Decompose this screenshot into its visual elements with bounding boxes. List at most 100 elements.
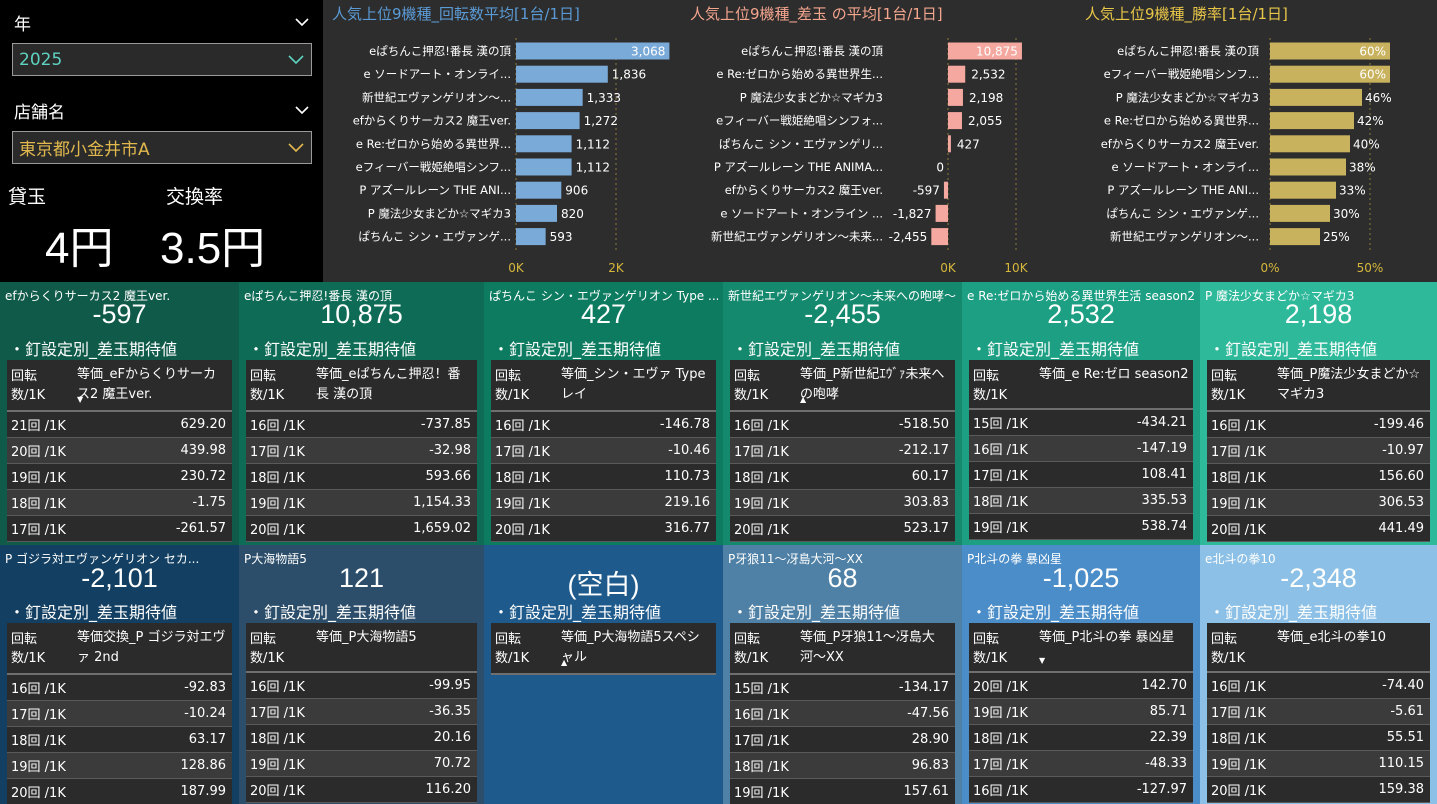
bar[interactable] (516, 181, 562, 199)
sort-indicator-icon[interactable]: ▲ (561, 658, 568, 667)
col-header-spins[interactable]: 回転数/1K (973, 369, 1008, 403)
machine-card[interactable]: P ゴジラ対エヴァンゲリオン セカ... -2,101 ・釘設定別_差玉期待値 … (0, 545, 239, 804)
bar[interactable] (516, 88, 583, 106)
col-header-value[interactable]: 等価_P大海物語5 (312, 623, 477, 671)
col-header-value[interactable]: 等価_シン・エヴァ Type レイ (557, 360, 716, 410)
machine-card[interactable]: (空白) ・釘設定別_差玉期待値 回転数/1K 等価_P大海物語5スペシャル ▲ (484, 545, 723, 804)
bar[interactable] (516, 112, 580, 130)
bar[interactable] (948, 65, 966, 83)
table-row: 15回 /1K -134.17 (730, 675, 955, 701)
cell-value: 219.16 (664, 495, 711, 510)
col-header-value[interactable]: 等価交換_P ゴジラ対エヴァ 2nd (73, 623, 232, 673)
cell-value: -212.17 (898, 443, 949, 458)
machine-card[interactable]: efからくりサーカス2 魔王ver. -597 ・釘設定別_差玉期待値 回転数/… (0, 282, 239, 545)
col-header-value[interactable]: 等価_e北斗の拳10 (1273, 623, 1430, 671)
table-header[interactable]: 回転数/1K 等価_eFからくりサーカス2 魔王ver. ▼ (7, 360, 232, 412)
col-header-spins[interactable]: 回転数/1K (973, 632, 1008, 666)
machine-card[interactable]: e Re:ゼロから始める異世界生活 season2 2,532 ・釘設定別_差玉… (962, 282, 1200, 545)
col-header-value[interactable]: 等価_eFからくりサーカス2 魔王ver. ▼ (73, 360, 232, 410)
bar[interactable] (935, 204, 948, 222)
bar[interactable] (948, 88, 963, 106)
bar[interactable] (516, 204, 557, 222)
col-header-spins[interactable]: 回転数/1K (11, 632, 46, 666)
col-header-value[interactable]: 等価_P牙狼11〜冴島大河〜XX (796, 623, 955, 673)
chevron-down-icon (288, 54, 304, 64)
table-header[interactable]: 回転数/1K 等価_P魔法少女まどか☆マギカ3 (1207, 360, 1430, 412)
bar[interactable] (1270, 65, 1390, 83)
bar[interactable] (948, 112, 962, 130)
chevron-down-icon[interactable] (294, 102, 310, 118)
machine-card[interactable]: P 魔法少女まどか☆マギカ3 2,198 ・釘設定別_差玉期待値 回転数/1K … (1200, 282, 1437, 545)
col-header-value[interactable]: 等価_P魔法少女まどか☆マギカ3 (1273, 360, 1430, 410)
cell-spins: 17回 /1K (734, 734, 789, 749)
col-header-spins[interactable]: 回転数/1K (495, 632, 530, 666)
col-header-value[interactable]: 等価_P新世紀ｴｳﾞｧ未来への咆哮 ▲ (796, 360, 955, 410)
col-header-spins[interactable]: 回転数/1K (250, 632, 285, 666)
machine-card[interactable]: 新世紀エヴァンゲリオン〜未来への咆哮〜 -2,455 ・釘設定別_差玉期待値 回… (723, 282, 962, 545)
table-header[interactable]: 回転数/1K 等価_P新世紀ｴｳﾞｧ未来への咆哮 ▲ (730, 360, 955, 412)
chevron-down-icon[interactable] (294, 14, 310, 30)
store-dropdown[interactable]: 東京都小金井市A (12, 131, 312, 164)
table-header[interactable]: 回転数/1K 等価_e北斗の拳10 (1207, 623, 1430, 673)
bar[interactable] (1270, 181, 1336, 199)
table-header[interactable]: 回転数/1K 等価_P大海物語5スペシャル ▲ (491, 623, 716, 675)
machine-card[interactable]: P牙狼11〜冴島大河〜XX 68 ・釘設定別_差玉期待値 回転数/1K 等価_P… (723, 545, 962, 804)
cell-spins: 17回 /1K (495, 445, 550, 460)
year-dropdown[interactable]: 2025 (12, 43, 312, 76)
expectation-table: 回転数/1K 等価_P新世紀ｴｳﾞｧ未来への咆哮 ▲ 16回 /1K -518.… (730, 360, 955, 542)
table-header[interactable]: 回転数/1K 等価_P北斗の拳 暴凶星 ▼ (969, 623, 1193, 673)
bar-value-label: 38% (1349, 161, 1376, 175)
col-header-spins[interactable]: 回転数/1K (734, 369, 769, 403)
bar[interactable] (1270, 228, 1320, 246)
cell-value: 629.20 (180, 417, 227, 432)
col-header-value[interactable]: 等価_P大海物語5スペシャル ▲ (557, 623, 716, 673)
cell-spins: 17回 /1K (973, 469, 1028, 484)
bar[interactable] (943, 181, 948, 199)
bar[interactable] (1270, 158, 1346, 176)
table-header[interactable]: 回転数/1K 等価交換_P ゴジラ対エヴァ 2nd (7, 623, 232, 675)
cell-spins: 19回 /1K (734, 786, 789, 801)
col-header-spins[interactable]: 回転数/1K (1211, 632, 1246, 666)
table-header[interactable]: 回転数/1K 等価_シン・エヴァ Type レイ (491, 360, 716, 412)
bar[interactable] (516, 158, 572, 176)
col-header-value[interactable]: 等価_e Re:ゼロ season2 (1035, 360, 1193, 408)
col-header-spins[interactable]: 回転数/1K (250, 369, 285, 403)
col-header-spins[interactable]: 回転数/1K (1211, 369, 1246, 403)
bar[interactable] (931, 228, 948, 246)
bar[interactable] (516, 135, 572, 153)
table-header[interactable]: 回転数/1K 等価_P牙狼11〜冴島大河〜XX (730, 623, 955, 675)
bar[interactable] (1270, 112, 1354, 130)
machine-card[interactable]: eぱちんこ押忍!番長 漢の頂 10,875 ・釘設定別_差玉期待値 回転数/1K… (239, 282, 484, 545)
bar[interactable] (1270, 135, 1350, 153)
bar[interactable] (1270, 42, 1390, 60)
table-header[interactable]: 回転数/1K 等価_e Re:ゼロ season2 (969, 360, 1193, 410)
cell-spins: 19回 /1K (1211, 758, 1266, 773)
sort-indicator-icon[interactable]: ▼ (77, 395, 84, 404)
machine-card[interactable]: P北斗の拳 暴凶星 -1,025 ・釘設定別_差玉期待値 回転数/1K 等価_P… (962, 545, 1200, 804)
machine-card[interactable]: e北斗の拳10 -2,348 ・釘設定別_差玉期待値 回転数/1K 等価_e北斗… (1200, 545, 1437, 804)
table-header[interactable]: 回転数/1K 等価_eぱちんこ押忍！番長 漢の頂 (246, 360, 477, 412)
col-header-spins[interactable]: 回転数/1K (495, 369, 530, 403)
table-subtitle: ・釘設定別_差玉期待値 (971, 340, 1140, 359)
bar-value-label: 10,875 (976, 45, 1018, 59)
cell-spins: 17回 /1K (1211, 445, 1266, 460)
bar[interactable] (948, 135, 951, 153)
bar[interactable] (516, 42, 670, 60)
bar[interactable] (1270, 204, 1330, 222)
col-header-value[interactable]: 等価_eぱちんこ押忍！番長 漢の頂 (312, 360, 477, 410)
machine-card[interactable]: ぱちんこ シン・エヴァンゲリオン Type ... 427 ・釘設定別_差玉期待… (484, 282, 723, 545)
machine-name: P 魔法少女まどか☆マギカ3 (1205, 289, 1355, 303)
col-header-value[interactable]: 等価_P北斗の拳 暴凶星 ▼ (1035, 623, 1193, 671)
machine-card[interactable]: P大海物語5 121 ・釘設定別_差玉期待値 回転数/1K 等価_P大海物語5 … (239, 545, 484, 804)
sort-indicator-icon[interactable]: ▼ (1039, 656, 1046, 665)
card-value: -597 (92, 299, 147, 329)
bar[interactable] (516, 65, 608, 83)
bar-category-label: efからくりサーカス2 魔王ver. (725, 183, 883, 197)
bar[interactable] (948, 42, 1022, 60)
col-header-spins[interactable]: 回転数/1K (11, 369, 46, 403)
sort-indicator-icon[interactable]: ▲ (800, 395, 807, 404)
bar[interactable] (1270, 88, 1362, 106)
bar[interactable] (516, 228, 546, 246)
col-header-spins[interactable]: 回転数/1K (734, 632, 769, 666)
table-header[interactable]: 回転数/1K 等価_P大海物語5 (246, 623, 477, 673)
